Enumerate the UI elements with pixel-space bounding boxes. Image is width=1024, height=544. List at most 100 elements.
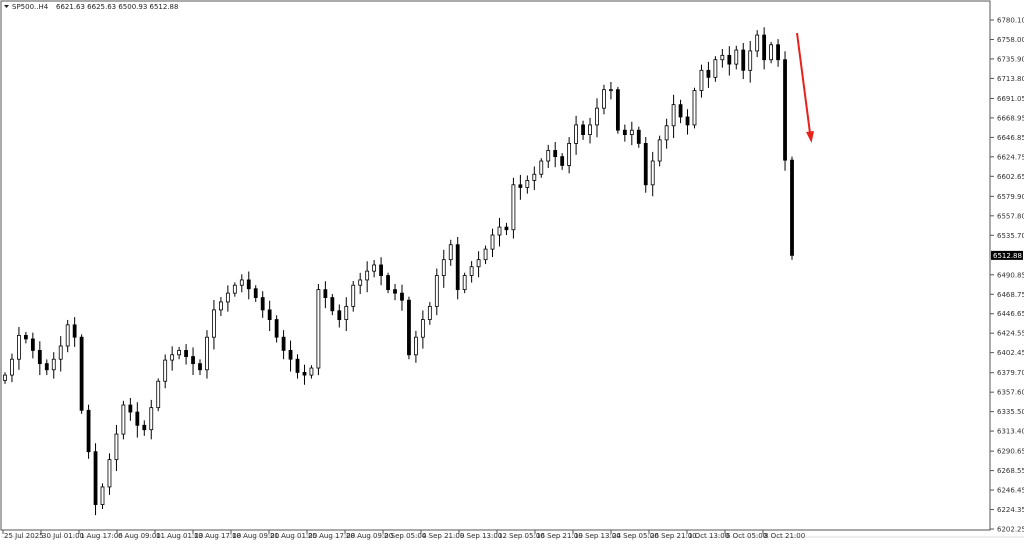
candle-body bbox=[316, 289, 321, 369]
candle-body bbox=[685, 116, 690, 126]
dropdown-triangle-icon[interactable] bbox=[4, 5, 9, 8]
candle-body bbox=[441, 259, 446, 276]
candle-body bbox=[23, 335, 28, 340]
candle bbox=[274, 315, 279, 343]
candle-body bbox=[783, 59, 787, 161]
y-tick-label: 6668.95 bbox=[997, 114, 1024, 122]
x-tick-label: 4 Sep 21:00 bbox=[422, 532, 464, 540]
candle bbox=[156, 378, 161, 412]
candle bbox=[657, 135, 662, 167]
candle-body bbox=[650, 160, 655, 186]
candle bbox=[636, 126, 641, 148]
x-tick-label: 2 Sep 05:00 bbox=[384, 532, 426, 540]
plot-area[interactable] bbox=[0, 0, 991, 531]
candle bbox=[504, 222, 509, 236]
candle bbox=[121, 400, 126, 440]
candle bbox=[288, 340, 293, 372]
candle bbox=[323, 281, 328, 309]
candle bbox=[316, 283, 321, 376]
candle bbox=[567, 137, 572, 174]
candle-body bbox=[427, 305, 432, 320]
x-tick-label: 8 Oct 21:00 bbox=[764, 532, 805, 540]
candle bbox=[783, 51, 787, 171]
x-tick-label: 16 Sep 21:00 bbox=[536, 532, 583, 540]
candle-body bbox=[274, 319, 279, 338]
candle-body bbox=[58, 345, 63, 360]
candle bbox=[713, 56, 718, 82]
candle bbox=[643, 137, 648, 193]
candle-body bbox=[741, 49, 746, 71]
candle-body bbox=[93, 451, 98, 505]
candle-body bbox=[10, 358, 14, 376]
candle-body bbox=[142, 424, 147, 431]
candle-body bbox=[762, 34, 767, 61]
candle-body bbox=[511, 184, 516, 231]
x-tick-label: 25 Aug 17:00 bbox=[308, 532, 355, 540]
candle-body bbox=[86, 409, 91, 453]
candle-body bbox=[128, 404, 133, 413]
y-tick-label: 6780.10 bbox=[997, 17, 1024, 25]
candle bbox=[10, 353, 14, 383]
candle-body bbox=[636, 129, 641, 144]
candle bbox=[163, 354, 168, 389]
candle-body bbox=[344, 305, 349, 320]
x-tick-label: 9 Sep 13:00 bbox=[460, 532, 502, 540]
x-tick-label: 18 Aug 09:00 bbox=[232, 532, 279, 540]
candle bbox=[609, 81, 613, 100]
candle bbox=[532, 166, 537, 191]
candle-body bbox=[434, 275, 439, 307]
candle-body bbox=[727, 54, 732, 65]
candle-body bbox=[560, 156, 565, 166]
candle bbox=[295, 354, 300, 379]
candle bbox=[671, 94, 676, 139]
candle bbox=[441, 249, 446, 288]
candle bbox=[177, 346, 182, 360]
symbol-label: SP500..H4 bbox=[12, 3, 49, 11]
candle bbox=[309, 365, 314, 379]
y-tick-label: 6579.90 bbox=[997, 193, 1024, 201]
candle-body bbox=[219, 301, 223, 311]
candle-body bbox=[629, 129, 634, 135]
y-tick-label: 6335.50 bbox=[997, 408, 1024, 416]
arrow-down-icon bbox=[806, 131, 814, 143]
y-tick-label: 6246.45 bbox=[997, 487, 1024, 495]
candle-body bbox=[170, 354, 175, 361]
candle-body bbox=[588, 124, 592, 135]
candle-body bbox=[198, 363, 202, 371]
candle-body bbox=[163, 359, 168, 382]
x-tick-label: 26 Sep 21:00 bbox=[650, 532, 697, 540]
candles bbox=[3, 27, 794, 516]
candle bbox=[407, 296, 411, 360]
candle bbox=[3, 372, 7, 384]
candle-body bbox=[615, 89, 620, 131]
y-tick-label: 6446.65 bbox=[997, 310, 1024, 318]
y-tick-label: 6713.80 bbox=[997, 75, 1024, 83]
candle bbox=[191, 347, 195, 376]
candle bbox=[86, 404, 91, 459]
candle-body bbox=[525, 180, 530, 188]
candle bbox=[734, 45, 739, 70]
candle-body bbox=[386, 275, 390, 291]
candle-body bbox=[260, 297, 265, 311]
candle bbox=[420, 310, 425, 349]
x-tick-label: 1 Oct 13:00 bbox=[688, 532, 729, 540]
candle bbox=[93, 443, 98, 516]
candle bbox=[678, 99, 683, 124]
candle-body bbox=[462, 275, 467, 291]
y-tick-label: 6691.05 bbox=[997, 95, 1024, 103]
candle bbox=[205, 330, 209, 379]
x-tick-label: 24 Sep 05:00 bbox=[612, 532, 659, 540]
arrow-shaft bbox=[796, 32, 811, 134]
candle-body bbox=[288, 350, 293, 360]
candle bbox=[755, 30, 760, 58]
candle-body bbox=[567, 143, 572, 166]
candle bbox=[546, 144, 551, 169]
candle bbox=[337, 304, 342, 328]
candle-body bbox=[135, 411, 140, 426]
y-tick-label: 6490.85 bbox=[997, 271, 1024, 279]
candle-body bbox=[539, 160, 544, 175]
chart-header: SP500..H4 6621.63 6625.63 6500.93 6512.8… bbox=[4, 3, 178, 11]
candle-body bbox=[114, 433, 119, 461]
